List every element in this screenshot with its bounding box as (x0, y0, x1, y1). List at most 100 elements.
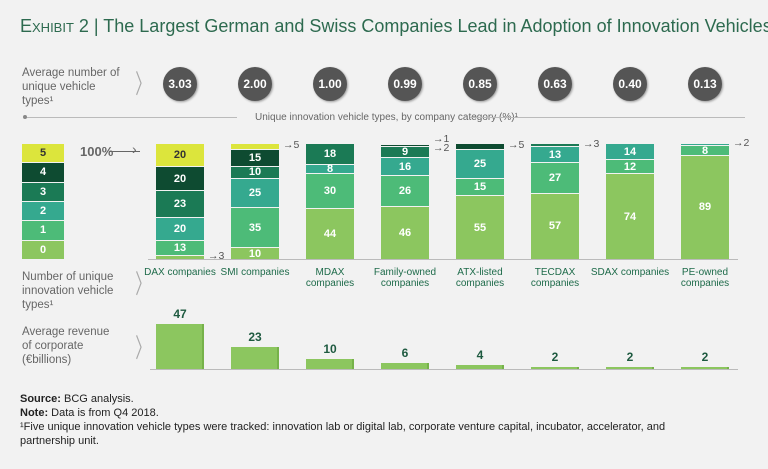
revenue-bar (531, 367, 579, 369)
bar-segment-0: 89 (681, 154, 729, 259)
title-separator: | (88, 16, 104, 36)
bar-segment-4: 15 (231, 148, 279, 167)
stacked-bar: 13 20 23 20 20 (156, 143, 204, 259)
stacked-bar: 55 15 25 (456, 143, 504, 259)
legend-item-0: 0 (22, 239, 64, 259)
avg-types-value: 3.03 (163, 67, 197, 101)
outside-data-label: →5 (283, 138, 300, 151)
bar-segment-0: 46 (381, 205, 429, 259)
revenue-bar (681, 367, 729, 369)
chevron-right-icon: 〉 (135, 333, 151, 363)
note-label: Note: (20, 407, 49, 419)
category-label: DAX companies (144, 267, 216, 278)
avg-types-value: 0.99 (388, 67, 422, 101)
bar-segment-1: 13 (156, 240, 204, 256)
revenue-bar (381, 363, 429, 369)
chevron-right-icon: 〉 (135, 269, 151, 299)
chart-subtitle: Unique innovation vehicle types, by comp… (255, 112, 518, 123)
avg-types-value: 2.00 (238, 67, 272, 101)
bar-segment-1: 35 (231, 206, 279, 248)
revenue-value: 2 (701, 350, 709, 365)
bar-segment-1: 8 (681, 145, 729, 157)
legend-item-4: 4 (22, 162, 64, 182)
legend-item-3: 3 (22, 181, 64, 201)
bar-segment-2: 8 (306, 163, 354, 175)
revenue-bar (156, 324, 204, 369)
bar-segment-4: 20 (156, 166, 204, 190)
revenue-value: 2 (551, 350, 559, 365)
divider-left (25, 117, 237, 118)
bar-segment-5 (381, 143, 429, 145)
revenue-bar (231, 346, 279, 369)
title-text: The Largest German and Swiss Companies L… (103, 16, 768, 36)
bar-segment-1: 27 (531, 161, 579, 193)
bar-segment-2: 14 (606, 143, 654, 160)
category-label: Family-owned companies (373, 267, 437, 289)
footnote: ¹Five unique innovation vehicle types we… (20, 421, 666, 447)
arrow-line (110, 151, 140, 152)
outside-data-label: →2 (433, 142, 450, 155)
legend-item-5: 5 (22, 143, 64, 163)
hundred-percent-label: 100% (80, 144, 114, 159)
avg-types-value: 0.63 (538, 67, 572, 101)
outside-data-label: →3 (583, 137, 600, 150)
avg-types-value: 0.13 (688, 67, 722, 101)
bar-segment-1: 30 (306, 173, 354, 208)
stacked-bar: 10 35 25 10 15 (231, 143, 279, 260)
outside-data-label: →5 (508, 138, 525, 151)
legend-item-2: 2 (22, 201, 64, 221)
revenue-value: 47 (173, 307, 187, 321)
exhibit-title: Exhibit 2 | The Largest German and Swiss… (20, 16, 768, 37)
bar-segment-3: 18 (306, 143, 354, 164)
note-text: Data is from Q4 2018. (48, 407, 159, 419)
revenue-value: 2 (626, 350, 634, 365)
revenue-baseline (150, 369, 738, 370)
bar-segment-0: 55 (456, 195, 504, 259)
bar-segment-1: 12 (606, 159, 654, 174)
category-label: MDAX companies (305, 267, 355, 289)
arrow-right-icon: › (132, 141, 137, 157)
chevron-right-icon: 〉 (135, 69, 151, 99)
stacked-bar: 44 30 8 18 (306, 143, 354, 259)
stacked-bar: 46 26 16 9 (381, 143, 429, 259)
outside-data-label: →2 (733, 137, 750, 150)
stacked-bar: 89 8 (681, 143, 729, 259)
source-label: Source: (20, 393, 61, 405)
avg-types-value: 1.00 (313, 67, 347, 101)
outside-data-label: →1 (433, 132, 450, 145)
avg-types-value: 0.85 (463, 67, 497, 101)
bar-segment-0: 10 (231, 247, 279, 260)
bar-segment-0: 57 (531, 192, 579, 259)
source-text: BCG analysis. (60, 393, 134, 405)
revenue-bar (456, 365, 504, 369)
bar-segment-5 (231, 143, 279, 149)
source-line: Source: BCG analysis. (20, 392, 720, 406)
bar-segment-2 (681, 143, 729, 146)
footer: Source: BCG analysis. Note: Data is from… (20, 392, 720, 448)
revenue-value: 23 (248, 329, 262, 344)
bar-segment-3: 10 (231, 166, 279, 178)
bar-segment-4 (456, 143, 504, 149)
bar-segment-2: 25 (231, 177, 279, 207)
divider-dot (23, 115, 27, 119)
avg-types-value: 0.40 (613, 67, 647, 101)
category-label: TECDAX companies (530, 267, 580, 289)
stacked-bar: 74 12 14 (606, 143, 654, 259)
divider-right (470, 117, 745, 118)
category-label: ATX-listed companies (455, 267, 505, 289)
bar-segment-0: 44 (306, 207, 354, 259)
category-label: SMI companies (220, 267, 290, 278)
bar-segment-1: 15 (456, 177, 504, 196)
revenue-bar (606, 367, 654, 369)
bar-segment-3: 23 (156, 189, 204, 217)
bar-segment-2: 16 (381, 156, 429, 176)
revenue-bar (306, 359, 354, 369)
category-label: SDAX companies (590, 267, 670, 278)
avg-types-label: Average number of unique vehicle types¹ (22, 67, 120, 107)
legend-item-1: 1 (22, 220, 64, 240)
bar-segment-1: 26 (381, 175, 429, 206)
note-line: Note: Data is from Q4 2018. (20, 406, 720, 420)
bar-segment-2: 20 (156, 216, 204, 241)
baseline (148, 259, 738, 260)
